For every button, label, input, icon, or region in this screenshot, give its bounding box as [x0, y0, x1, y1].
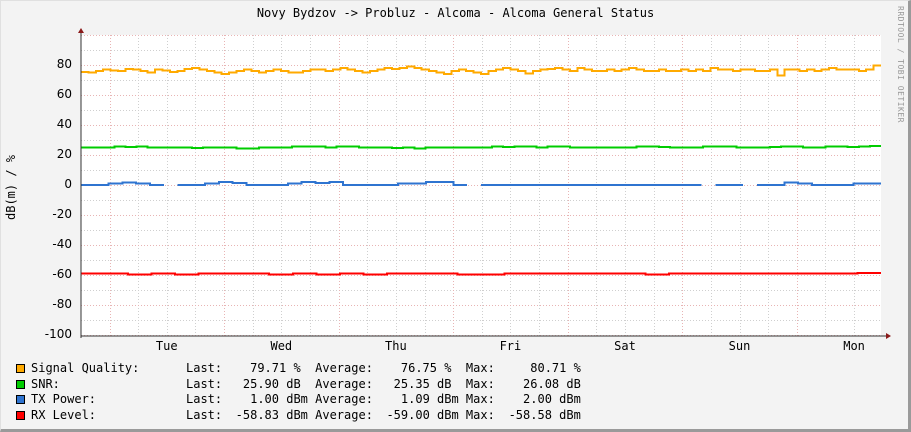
legend-name: SNR:: [31, 376, 60, 391]
legend-last: 25.90 dB: [228, 376, 316, 391]
series-line: [81, 64, 881, 77]
y-tick-label: -60: [52, 267, 72, 281]
y-tick-label: -40: [52, 237, 72, 251]
series-line: [81, 181, 164, 186]
legend-avg-label: Average:: [315, 361, 373, 375]
chart-title: Novy Bydzov -> Probluz - Alcoma - Alcoma…: [256, 6, 655, 20]
legend-max: -58.58 dBm: [501, 407, 581, 422]
legend-max: 80.71 %: [515, 361, 581, 375]
series-line: [177, 181, 468, 186]
series-lines: [81, 64, 881, 276]
x-tick-label: Wed: [270, 339, 293, 353]
legend-max-label: Max:: [465, 361, 495, 375]
y-tick-label: 20: [56, 147, 72, 161]
legend-row-signal-quality: Signal Quality: Last: 79.71 % Average: 7…: [16, 361, 581, 377]
x-tick-label: Sat: [614, 339, 636, 353]
series-line: [756, 181, 881, 186]
legend-name: TX Power:: [31, 392, 97, 406]
legend-avg-label: Average:: [315, 407, 373, 422]
legend-name: RX Level:: [31, 407, 97, 422]
legend-max-label: Max:: [465, 392, 495, 406]
tx-power-swatch-icon: [16, 395, 25, 405]
y-tick-label: 0: [64, 177, 72, 191]
legend-last-label: Last:: [186, 361, 223, 375]
legend-row-snr: SNR: Last: 25.90 dB Average: 25.35 dB Ma…: [16, 377, 581, 393]
y-tick-label: 80: [56, 57, 72, 71]
y-tick-label: 60: [56, 87, 72, 101]
x-tick-label: Mon: [843, 339, 865, 353]
y-axis-arrow-icon: [78, 28, 84, 33]
legend-last-label: Last:: [186, 392, 223, 406]
x-tick-label: Thu: [385, 339, 407, 353]
legend-max-label: Max:: [465, 407, 495, 422]
rrdtool-watermark: RRDTOOL / TOBI OETIKER: [896, 6, 905, 123]
legend-max: 26.08 dB: [508, 376, 581, 391]
legend-row-rx-level: RX Level: Last: -58.83 dBm Average: -59.…: [16, 408, 581, 424]
series-line: [81, 272, 881, 276]
x-axis-arrow-icon: [886, 333, 891, 339]
legend-last-label: Last:: [186, 407, 223, 422]
y-tick-label: -80: [52, 297, 72, 311]
legend-max: 2.00 dBm: [501, 392, 581, 406]
legend-last: 79.71 %: [235, 361, 316, 375]
x-tick-label: Sun: [728, 339, 751, 353]
legend-avg-label: Average:: [315, 376, 373, 391]
legend-avg: -59.00 dBm: [379, 407, 466, 422]
legend-row-tx-power: TX Power: Last: 1.00 dBm Average: 1.09 d…: [16, 392, 581, 408]
legend-last: 1.00 dBm: [228, 392, 316, 406]
y-tick-label: 40: [56, 117, 72, 131]
y-tick-label: -100: [44, 327, 72, 341]
signal-quality-swatch-icon: [16, 364, 25, 374]
rx-level-swatch-icon: [16, 410, 25, 420]
series-line: [81, 145, 881, 150]
legend-avg-label: Average:: [315, 392, 373, 406]
legend-avg: 76.75 %: [386, 361, 466, 375]
legend-max-label: Max:: [465, 376, 495, 391]
x-tick-label: Fri: [499, 339, 522, 353]
legend-name: Signal Quality:: [31, 361, 140, 375]
y-tick-label: -20: [52, 207, 72, 221]
legend-avg: 25.35 dB: [379, 376, 466, 391]
legend-last-label: Last:: [186, 376, 223, 391]
legend-avg: 1.09 dBm: [379, 392, 466, 406]
legend-last: -58.83 dBm: [228, 407, 316, 422]
x-tick-label: Tue: [155, 339, 178, 353]
legend: Signal Quality: Last: 79.71 % Average: 7…: [16, 361, 581, 423]
snr-swatch-icon: [16, 379, 25, 389]
